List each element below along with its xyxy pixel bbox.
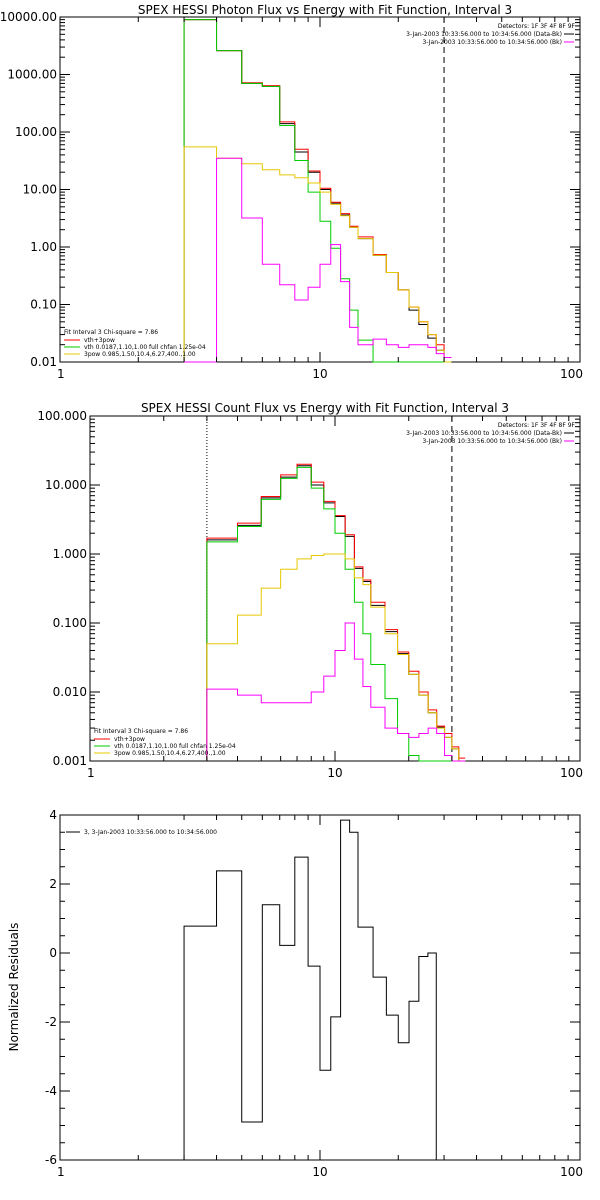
photon-x-tick-label: 1 bbox=[57, 367, 65, 381]
photon-x-tick-label: 100 bbox=[560, 367, 583, 381]
residuals-panel: 1 10 100 -6 -4 -2 0 2 4 Normalized Residuals 3, … bbox=[7, 808, 583, 1179]
photon-header-block: Detectors: 1F 3F 4F 8F 9F 3-Jan-2003 10:… bbox=[406, 23, 575, 46]
photon-series-data-bk bbox=[183, 19, 452, 363]
photon-y-tick-label: 100.00 bbox=[15, 125, 57, 139]
photon-x-tick-label: 10 bbox=[312, 367, 327, 381]
photon-y-tick-label: 0.10 bbox=[30, 298, 57, 312]
photon-fit-header: Fit Interval 3 Chi-square = 7.86 bbox=[64, 329, 158, 336]
residuals-y-tick-label: 4 bbox=[49, 808, 57, 822]
photon-panel-title: SPEX HESSI Photon Flux vs Energy with Fi… bbox=[138, 3, 512, 17]
residuals-series-residuals bbox=[183, 819, 445, 1161]
count-plot-frame bbox=[89, 415, 581, 762]
photon-legend-3pow: 3pow 0.985,1.50,10.4,6.27,400.,1.00 bbox=[84, 351, 196, 358]
photon-y-tick-label: 10000.00 bbox=[0, 10, 57, 24]
residuals-y-tick-label: -6 bbox=[45, 1153, 57, 1167]
residuals-axes: 1 10 100 -6 -4 -2 0 2 4 bbox=[45, 808, 583, 1179]
photon-bk-text: 3-Jan-2003 10:33:56.000 to 10:34:56.000 … bbox=[422, 39, 562, 46]
count-legend-3pow: 3pow 0.985,1.50,10.4,6.27,400.,1.00 bbox=[114, 750, 226, 757]
photon-axes: 1 10 100 0.01 0.10 1.00 10.00 100.00 1000.00 1000… bbox=[0, 10, 583, 381]
residuals-y-tick-label: 2 bbox=[49, 877, 57, 891]
count-axes: 1 10 100 0.001 0.010 0.100 1.000 10.000 100.000 bbox=[37, 409, 583, 780]
count-y-tick-label: 0.010 bbox=[53, 685, 87, 699]
residuals-y-tick-label: -2 bbox=[45, 1015, 57, 1029]
residuals-y-axis-label: Normalized Residuals bbox=[7, 923, 21, 1052]
photon-series-vth-3pow bbox=[183, 19, 452, 362]
photon-fit-legend: Fit Interval 3 Chi-square = 7.86 vth+3po… bbox=[64, 329, 206, 358]
photon-flux-panel: SPEX HESSI Photon Flux vs Energy with Fi… bbox=[0, 3, 583, 381]
photon-y-tick-label: 0.01 bbox=[30, 355, 57, 369]
count-y-tick-label: 1.000 bbox=[53, 547, 87, 561]
count-series-vth-3pow bbox=[206, 463, 466, 761]
photon-legend-vth: vth 0.0187,1.10,1.00 full chfan 1.25e-04 bbox=[84, 344, 206, 351]
count-fit-legend: Fit Interval 3 Chi-square = 7.86 vth+3po… bbox=[94, 728, 236, 757]
count-legend-vth-3pow: vth+3pow bbox=[114, 736, 145, 743]
photon-detectors-text: Detectors: 1F 3F 4F 8F 9F bbox=[498, 23, 576, 30]
photon-data-bk-text: 3-Jan-2003 10:33:56.000 to 10:34:56.000 … bbox=[406, 31, 562, 38]
count-marks bbox=[206, 416, 466, 762]
count-panel-title: SPEX HESSI Count Flux vs Energy with Fit… bbox=[141, 401, 509, 415]
count-series-bk bbox=[206, 622, 466, 762]
photon-y-tick-label: 10.00 bbox=[23, 183, 57, 197]
count-series-3pow bbox=[206, 553, 466, 762]
count-bk-text: 3-Jan-2003 10:33:56.000 to 10:34:56.000 … bbox=[422, 438, 562, 445]
photon-y-tick-label: 1.00 bbox=[30, 240, 57, 254]
photon-y-tick-label: 1000.00 bbox=[7, 68, 57, 82]
count-flux-panel: SPEX HESSI Count Flux vs Energy with Fit… bbox=[37, 401, 583, 780]
residuals-y-tick-label: 0 bbox=[49, 946, 57, 960]
photon-series-3pow bbox=[183, 146, 452, 363]
count-y-tick-label: 0.100 bbox=[53, 616, 87, 630]
residuals-legend-text: 3, 3-Jan-2003 10:33:56.000 to 10:34:56.0… bbox=[84, 829, 217, 836]
photon-series-bk bbox=[184, 157, 452, 363]
count-detectors-text: Detectors: 1F 3F 4F 8F 9F bbox=[498, 422, 576, 429]
residuals-marks bbox=[183, 819, 445, 1161]
count-series-data-bk bbox=[206, 465, 466, 762]
count-x-tick-label: 1 bbox=[87, 766, 95, 780]
photon-marks bbox=[183, 17, 452, 363]
count-legend-vth: vth 0.0187,1.10,1.00 full chfan 1.25e-04 bbox=[114, 743, 236, 750]
residuals-x-tick-label: 1 bbox=[57, 1165, 65, 1179]
count-series-vth bbox=[206, 466, 466, 762]
count-y-tick-label: 0.001 bbox=[53, 754, 87, 768]
photon-legend-vth-3pow: vth+3pow bbox=[84, 337, 115, 344]
residuals-x-tick-label: 100 bbox=[560, 1165, 583, 1179]
count-data-bk-text: 3-Jan-2003 10:33:56.000 to 10:34:56.000 … bbox=[406, 430, 562, 437]
count-y-tick-label: 10.000 bbox=[45, 478, 87, 492]
count-x-tick-label: 10 bbox=[327, 766, 342, 780]
count-y-tick-label: 100.000 bbox=[37, 409, 87, 423]
residuals-x-tick-label: 10 bbox=[312, 1165, 327, 1179]
count-fit-header: Fit Interval 3 Chi-square = 7.86 bbox=[94, 728, 188, 735]
count-header-block: Detectors: 1F 3F 4F 8F 9F 3-Jan-2003 10:… bbox=[406, 422, 575, 445]
photon-series-vth bbox=[183, 19, 452, 363]
residuals-y-tick-label: -4 bbox=[45, 1084, 57, 1098]
count-x-tick-label: 100 bbox=[560, 766, 583, 780]
